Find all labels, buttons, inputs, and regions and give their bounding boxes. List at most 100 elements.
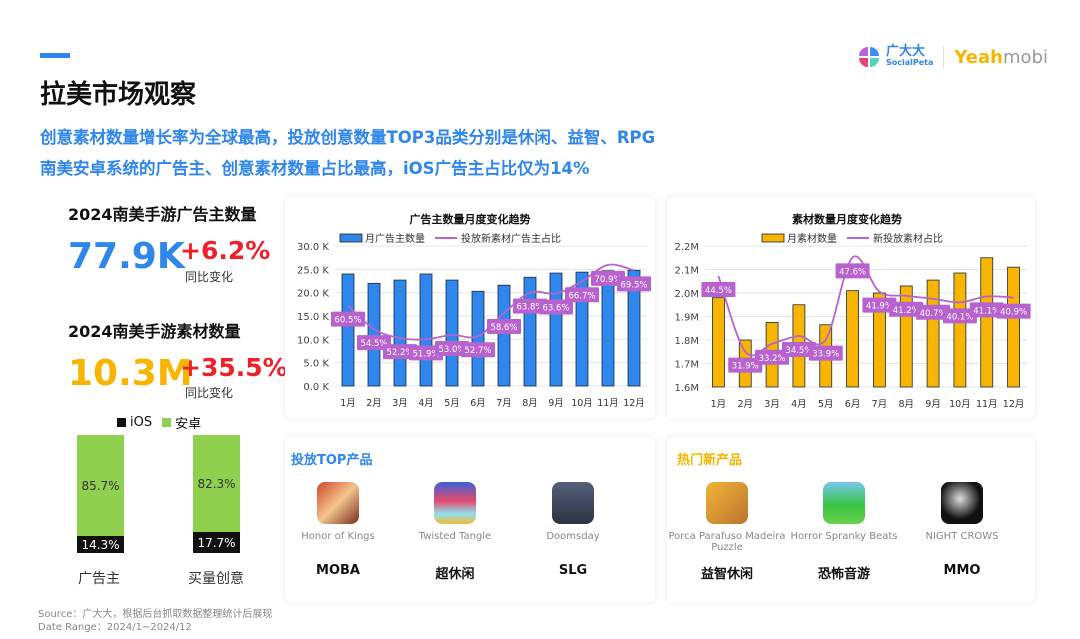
data-label: 47.6% — [839, 267, 866, 277]
product-item[interactable]: Honor of Kings MOBA — [278, 482, 398, 578]
data-label: 52.2% — [386, 348, 413, 358]
stat-label-advertisers: 2024南美手游广告主数量 — [68, 205, 257, 224]
bar — [393, 279, 407, 387]
data-label-box — [591, 270, 625, 286]
data-label-box — [487, 319, 521, 335]
top-products-title: 投放TOP产品 — [291, 453, 373, 468]
x-tick-label: 2月 — [737, 399, 753, 410]
x-tick-label: 12月 — [1003, 399, 1025, 410]
bar — [953, 272, 967, 388]
bar — [873, 292, 886, 388]
x-tick-label: 8月 — [898, 399, 914, 410]
product-item[interactable]: Doomsday SLG — [513, 482, 633, 578]
date-range: Date Range：2024/1~2024/12 — [38, 622, 192, 633]
data-label-box — [755, 349, 790, 365]
night-crows-icon — [941, 482, 983, 524]
y-tick-label: 2.1M — [674, 266, 699, 277]
new-products-title: 热门新产品 — [677, 453, 743, 468]
x-tick-label: 9月 — [925, 399, 941, 410]
product-item[interactable]: NIGHT CROWS MMO — [902, 482, 1022, 578]
android-segment: 82.3% — [193, 435, 240, 532]
data-label-box — [565, 287, 599, 303]
chart-title: 素材数量月度变化趋势 — [792, 212, 902, 226]
android-segment: 85.7% — [77, 435, 124, 536]
stat-label-creatives: 2024南美手游素材数量 — [68, 322, 241, 341]
data-label-box — [331, 311, 365, 327]
data-label-box — [862, 297, 897, 313]
x-tick-label: 5月 — [818, 399, 834, 410]
legend-line-label: 新投放素材占比 — [873, 232, 943, 245]
data-label: 31.9% — [732, 362, 759, 372]
data-label: 41.1% — [973, 306, 1000, 316]
data-label: 54.5% — [360, 339, 387, 349]
stat-change-creatives: +35.5% — [180, 353, 288, 382]
top-products-card: 投放TOP产品 Honor of Kings MOBA Twisted Tangl… — [285, 437, 655, 602]
y-tick-label: 0.0 K — [303, 382, 329, 393]
data-label: 34.5% — [785, 346, 812, 356]
bar — [445, 279, 459, 387]
data-label: 40.9% — [1000, 308, 1027, 318]
data-label: 60.5% — [334, 316, 361, 326]
y-tick-label: 1.9M — [674, 313, 699, 324]
data-label: 52.7% — [464, 346, 491, 356]
y-tick-label: 1.6M — [674, 383, 699, 394]
product-item[interactable]: Twisted Tangle 超休闲 — [395, 482, 515, 582]
legend-line-label: 投放新素材广告主占比 — [461, 232, 561, 245]
product-item[interactable]: Porca Parafuso Madeira Puzzle 益智休闲 — [667, 482, 787, 582]
x-tick-label: 10月 — [571, 398, 593, 409]
data-label-box — [461, 342, 495, 358]
data-label: 63.8% — [516, 303, 543, 313]
socialpeta-logo-icon — [859, 47, 879, 67]
legend-bar-label: 月广告主数量 — [365, 232, 425, 245]
data-label-box — [409, 345, 443, 361]
logo-en: SocialPeta — [886, 58, 934, 67]
brand-logos: 广大大 SocialPeta Yeahmobi — [858, 45, 1048, 68]
data-label: 51.9% — [412, 349, 439, 359]
os-bar-advertisers: 85.7% 14.3% — [77, 435, 124, 553]
data-label-box — [835, 263, 870, 279]
data-label-box — [357, 335, 391, 351]
data-label: 33.2% — [759, 354, 786, 364]
bar — [601, 270, 615, 387]
series-line — [717, 255, 1014, 357]
y-tick-label: 10.0 K — [297, 335, 329, 346]
x-tick-label: 1月 — [711, 399, 727, 410]
stat-change-advertisers: +6.2% — [180, 236, 271, 265]
ios-swatch — [117, 418, 126, 427]
data-label: 69.5% — [620, 280, 647, 290]
bar — [341, 273, 355, 387]
data-label-box — [728, 357, 763, 373]
x-tick-label: 2月 — [366, 398, 382, 409]
data-label-box — [435, 341, 469, 357]
data-label: 63.6% — [542, 303, 569, 313]
x-tick-label: 7月 — [872, 399, 888, 410]
bar — [497, 284, 511, 387]
x-tick-label: 11月 — [976, 399, 998, 410]
data-label-box — [889, 301, 924, 317]
x-tick-label: 12月 — [623, 398, 645, 409]
product-item[interactable]: Horror Spranky Beats 恐怖音游 — [784, 482, 904, 582]
ios-segment: 17.7% — [193, 532, 240, 553]
os-bar-label: 广告主 — [78, 571, 120, 587]
y-tick-label: 1.8M — [674, 336, 699, 347]
bar — [471, 290, 485, 387]
subtitle-2: 南美安卓系统的广告主、创意素材数量占比最高，iOS广告主占比仅为14% — [40, 159, 590, 178]
legend-bar-swatch — [339, 233, 363, 243]
bar — [419, 273, 433, 387]
x-tick-label: 7月 — [496, 398, 512, 409]
data-label: 40.7% — [920, 309, 947, 319]
accent-bar — [40, 53, 70, 58]
stat-value-creatives: 10.3M — [68, 353, 193, 394]
os-bar-label: 买量创意 — [188, 571, 244, 587]
bar — [367, 282, 381, 387]
x-tick-label: 3月 — [764, 399, 780, 410]
source-note: Source：广大大，根据后台抓取数据整理统计后展现 — [38, 609, 273, 620]
data-label: 66.7% — [568, 291, 595, 301]
honor-of-kings-icon — [317, 482, 359, 524]
y-tick-label: 5.0 K — [303, 359, 329, 370]
y-tick-label: 25.0 K — [297, 265, 329, 276]
x-tick-label: 6月 — [470, 398, 486, 409]
data-label: 41.2% — [893, 306, 920, 316]
